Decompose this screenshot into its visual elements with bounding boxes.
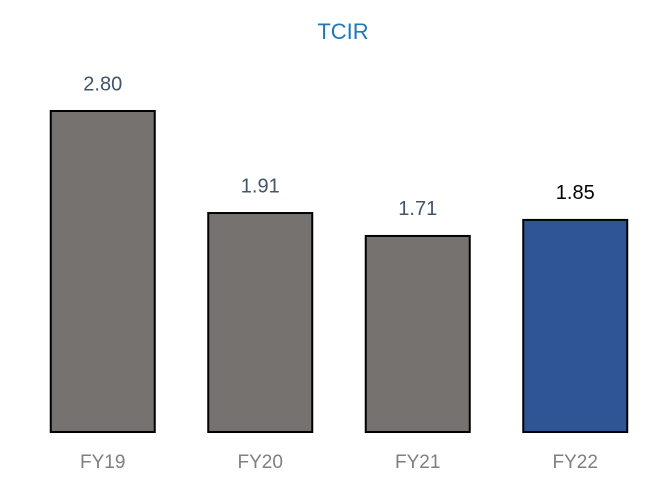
bar: [522, 218, 629, 433]
bar: [49, 110, 156, 433]
x-tick-label: FY19: [80, 452, 125, 473]
x-tick-label: FY21: [395, 452, 440, 473]
value-label: 2.80: [83, 73, 122, 95]
bar: [207, 212, 314, 433]
bar: [364, 234, 471, 433]
value-label: 1.71: [398, 198, 437, 220]
x-tick-label: FY22: [553, 452, 598, 473]
x-tick-label: FY20: [238, 452, 283, 473]
chart-title: TCIR: [317, 19, 368, 44]
value-label: 1.91: [241, 175, 280, 197]
value-label: 1.85: [556, 182, 595, 204]
